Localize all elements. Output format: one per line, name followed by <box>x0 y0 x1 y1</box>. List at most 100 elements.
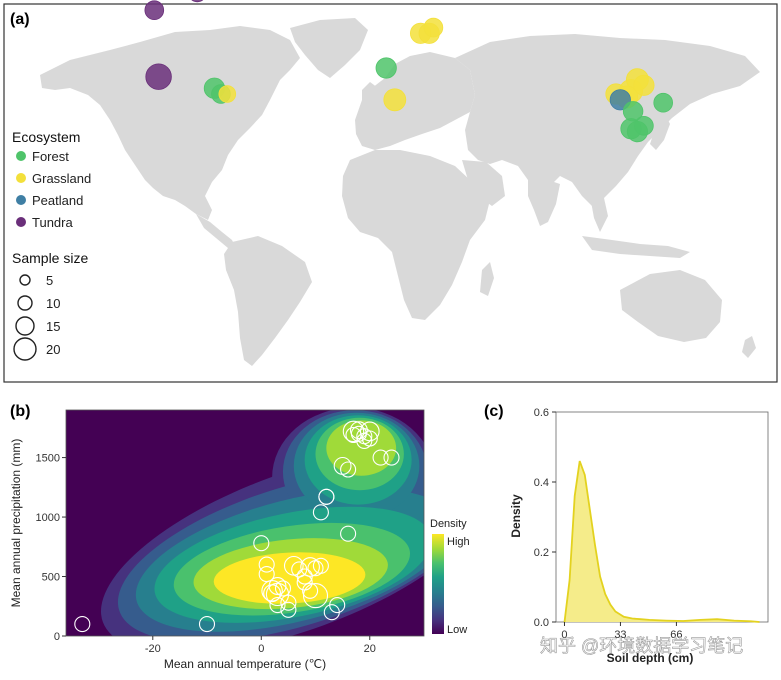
legend-size-circle <box>17 295 33 311</box>
colorbar <box>432 534 444 634</box>
map-sites <box>144 0 673 143</box>
scatter-point <box>312 504 329 521</box>
scatter-point <box>372 449 389 466</box>
scatter-point <box>359 421 380 442</box>
legend-size-circle <box>15 316 35 336</box>
soil-depth-density-plot: 0.0 0.2 0.4 0.6 0 33 66 <box>534 407 769 641</box>
madagascar-landmass <box>480 262 494 296</box>
legend-swatch-grassland <box>16 173 26 183</box>
x-tick-label: 20 <box>364 643 376 655</box>
soil-depth-density-line <box>563 460 760 623</box>
scatter-point <box>312 557 329 574</box>
scatter-point <box>329 597 346 614</box>
ecosystem-legend: Ecosystem Forest Grassland Peatland Tundra <box>12 129 91 230</box>
sample-size-legend-title: Sample size <box>12 250 88 266</box>
legend-swatch-forest <box>16 151 26 161</box>
arabian-peninsula-landmass <box>462 160 505 206</box>
scatter-point <box>349 421 368 440</box>
y-tick-label: 0.0 <box>534 617 549 629</box>
panel-b: (b) -20 0 20 0 500 1000 1500 Mean annual tempe… <box>9 403 470 671</box>
panel-a-label: (a) <box>10 11 30 28</box>
scatter-point <box>342 420 365 443</box>
south-america-landmass <box>224 236 312 366</box>
panel-c-label: (c) <box>484 403 504 420</box>
scatter-point <box>268 577 287 595</box>
scatter-point <box>340 461 357 478</box>
new-zealand-landmass <box>742 336 756 358</box>
scatter-point <box>302 582 319 599</box>
legend-size-label: 20 <box>46 342 60 357</box>
southeast-asia-landmass <box>590 196 608 232</box>
y-tick-label: 1000 <box>36 512 60 524</box>
map-site-grassland <box>423 17 444 38</box>
y-tick-label: 0.4 <box>534 477 549 489</box>
map-site-tundra <box>191 0 204 3</box>
density-plot-frame <box>65 409 425 637</box>
scatter-point <box>198 616 216 633</box>
scatter-point <box>302 583 329 609</box>
panel-c: (c) 0.0 0.2 0.4 0.6 0 33 66 Soil depth (cm) De… <box>484 403 769 665</box>
scatter-point <box>340 525 357 542</box>
scatter-point <box>274 580 292 597</box>
panel-c-ylabel: Density <box>509 494 523 538</box>
sample-size-legend: Sample size 5 10 15 20 <box>12 250 88 361</box>
x-tick-label: 33 <box>614 629 626 641</box>
legend-size-label: 5 <box>46 273 53 288</box>
map-site-grassland <box>383 88 407 112</box>
africa-landmass <box>342 150 490 320</box>
legend-size-circle <box>19 274 31 286</box>
scatter-point <box>269 597 286 614</box>
scatter-point <box>261 580 283 602</box>
legend-swatch-tundra <box>16 217 26 227</box>
scatter-points <box>74 420 400 633</box>
north-america-landmass <box>40 26 300 220</box>
colorbar-low-label: Low <box>447 624 467 636</box>
scatter-point <box>258 556 275 573</box>
central-america-landmass <box>196 214 236 248</box>
density-contour-band <box>213 552 366 604</box>
y-tick-label: 0 <box>54 631 60 643</box>
asia-landmass <box>455 34 760 206</box>
europe-landmass <box>355 52 475 150</box>
map-site-tundra <box>145 63 172 90</box>
legend-label-tundra: Tundra <box>32 215 73 230</box>
panel-b-ylabel: Mean annual precipitation (mm) <box>9 439 23 608</box>
scatter-point <box>300 557 320 577</box>
world-map <box>40 18 760 366</box>
map-site-forest <box>634 116 654 136</box>
legend-label-grassland: Grassland <box>32 171 91 186</box>
scatter-point <box>280 594 297 611</box>
legend-size-label: 10 <box>46 296 60 311</box>
legend-label-peatland: Peatland <box>32 193 83 208</box>
scatter-point <box>74 616 91 633</box>
map-site-grassland <box>218 85 237 103</box>
indonesia-landmass <box>582 236 690 258</box>
soil-depth-density-area <box>564 461 760 622</box>
scatter-point <box>253 535 270 552</box>
watermark: 知乎 @环境数据学习笔记 <box>540 636 743 656</box>
x-tick-label: 0 <box>561 629 567 641</box>
map-site-forest <box>375 57 397 79</box>
panel-b-xlabel: Mean annual temperature (℃) <box>164 657 326 671</box>
map-site-grassland <box>633 74 655 96</box>
indian-subcontinent-landmass <box>528 180 560 226</box>
panel-c-xlabel: Soil depth (cm) <box>607 651 694 665</box>
japan-landmass <box>650 112 670 150</box>
british-isles-landmass <box>362 82 378 106</box>
scatter-point <box>383 449 400 466</box>
map-site-forest <box>653 92 673 113</box>
ecosystem-legend-title: Ecosystem <box>12 129 80 145</box>
y-tick-label: 1500 <box>36 453 60 465</box>
x-tick-label: 0 <box>258 643 264 655</box>
scatter-point <box>318 488 335 505</box>
scatter-point <box>263 584 282 603</box>
legend-label-forest: Forest <box>32 149 69 164</box>
y-tick-label: 0.2 <box>534 547 549 559</box>
colorbar-high-label: High <box>447 536 470 548</box>
y-tick-label: 0.6 <box>534 407 549 419</box>
legend-size-label: 15 <box>46 319 60 334</box>
x-tick-label: 66 <box>670 629 682 641</box>
y-tick-label: 500 <box>42 572 60 584</box>
panel-b-label: (b) <box>10 403 30 420</box>
